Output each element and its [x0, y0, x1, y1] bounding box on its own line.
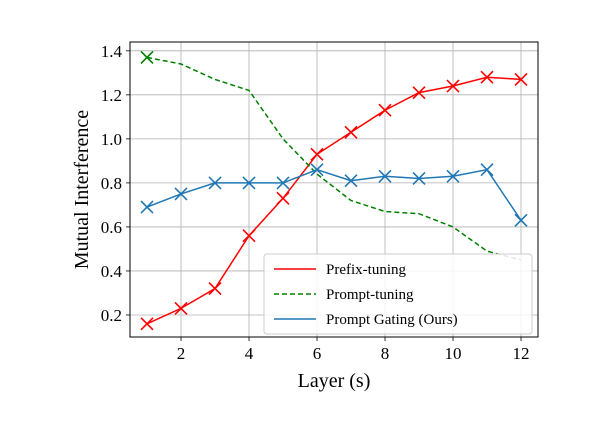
marker-stroke — [514, 72, 528, 86]
marker-stroke — [446, 79, 460, 93]
data-point — [174, 301, 188, 315]
data-point — [480, 163, 494, 177]
data-point — [174, 187, 188, 201]
data-point — [446, 79, 460, 93]
data-point — [310, 163, 324, 177]
plot-frame — [129, 41, 539, 338]
data-point — [208, 282, 222, 296]
data-point — [310, 147, 324, 161]
series-line — [146, 56, 522, 261]
y-tick-label: 0.8 — [101, 174, 122, 193]
data-point — [446, 169, 460, 183]
x-tick-label: 8 — [381, 344, 390, 363]
data-point — [344, 125, 358, 139]
y-axis-label: Mutual Interference — [71, 110, 93, 269]
marker-stroke — [276, 176, 290, 190]
marker-stroke — [480, 163, 494, 177]
series-prefix-tuning — [140, 70, 528, 331]
marker-stroke — [344, 125, 358, 139]
series-line — [146, 168, 522, 221]
data-point — [140, 317, 154, 331]
data-point — [208, 176, 222, 190]
data-point — [514, 213, 528, 227]
data-point — [140, 50, 154, 64]
marker-stroke — [514, 213, 528, 227]
data-point — [242, 229, 256, 243]
data-point — [276, 191, 290, 205]
data-point — [276, 176, 290, 190]
marker-stroke — [140, 200, 154, 214]
marker-stroke — [208, 282, 222, 296]
series-layer — [140, 50, 528, 331]
marker-stroke — [140, 50, 154, 64]
data-point — [140, 200, 154, 214]
y-tick-label: 0.4 — [101, 262, 123, 281]
series-prompt-gating-ours — [140, 163, 528, 227]
data-point — [412, 171, 426, 186]
data-point — [242, 176, 256, 190]
y-tick-label: 0.2 — [101, 306, 122, 325]
legend-box — [263, 253, 533, 335]
legend-label: Prompt Gating (Ours) — [326, 312, 458, 328]
x-tick-label: 12 — [513, 344, 530, 363]
axis-ticks: 2 4 6 8 10 12 0.2 0.4 0.6 0.8 1.0 1.2 1.4 — [101, 42, 530, 363]
marker-stroke — [412, 86, 426, 100]
data-point — [344, 174, 358, 188]
x-tick-label: 2 — [177, 344, 186, 363]
marker-stroke — [310, 163, 324, 177]
legend: Prefix-tuning Prompt-tuning Prompt Gating … — [263, 253, 533, 335]
legend-label: Prefix-tuning — [326, 262, 406, 278]
series-prompt-tuning — [140, 50, 522, 261]
legend-label: Prompt-tuning — [326, 287, 414, 303]
marker-stroke — [378, 169, 392, 183]
y-tick-label: 1.2 — [101, 86, 122, 105]
y-tick-label: 1.4 — [101, 42, 123, 61]
x-axis-label: Layer (s) — [298, 370, 371, 392]
marker-stroke — [174, 301, 188, 315]
data-point — [412, 86, 426, 100]
y-tick-label: 1.0 — [101, 130, 122, 149]
x-tick-label: 10 — [445, 344, 462, 363]
data-point — [480, 70, 494, 84]
marker-stroke — [310, 147, 324, 161]
marker-stroke — [208, 176, 222, 190]
grid — [130, 42, 538, 337]
marker-stroke — [480, 70, 494, 84]
x-tick-label: 4 — [245, 344, 254, 363]
marker-stroke — [140, 317, 154, 331]
marker-stroke — [242, 176, 256, 190]
marker-stroke — [276, 191, 290, 205]
marker-stroke — [174, 187, 188, 201]
data-point — [378, 103, 392, 117]
marker-stroke — [412, 171, 426, 186]
marker-stroke — [378, 103, 392, 117]
data-point — [378, 169, 392, 183]
y-tick-label: 0.6 — [101, 218, 122, 237]
series-line — [146, 76, 522, 325]
data-point — [514, 72, 528, 86]
marker-stroke — [446, 169, 460, 183]
marker-stroke — [242, 229, 256, 243]
x-tick-label: 6 — [313, 344, 322, 363]
marker-stroke — [344, 174, 358, 188]
